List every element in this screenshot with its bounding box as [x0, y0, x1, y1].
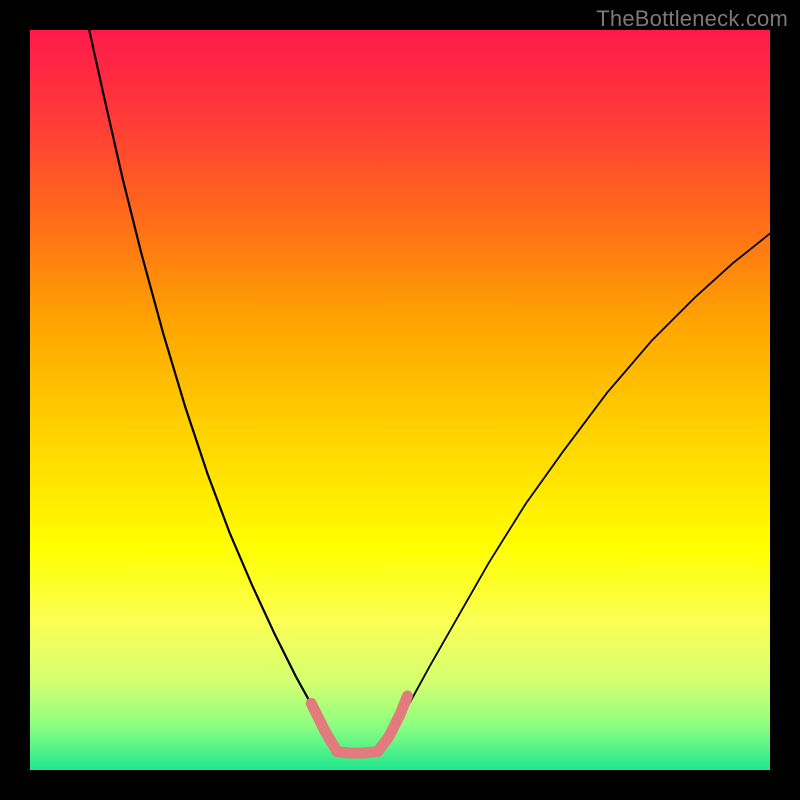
plot-area: [30, 30, 770, 770]
highlight-bottom: [337, 752, 378, 753]
bottleneck-curve-chart: [30, 30, 770, 770]
gradient-background: [30, 30, 770, 770]
watermark-text: TheBottleneck.com: [596, 6, 788, 32]
chart-container: TheBottleneck.com: [0, 0, 800, 800]
